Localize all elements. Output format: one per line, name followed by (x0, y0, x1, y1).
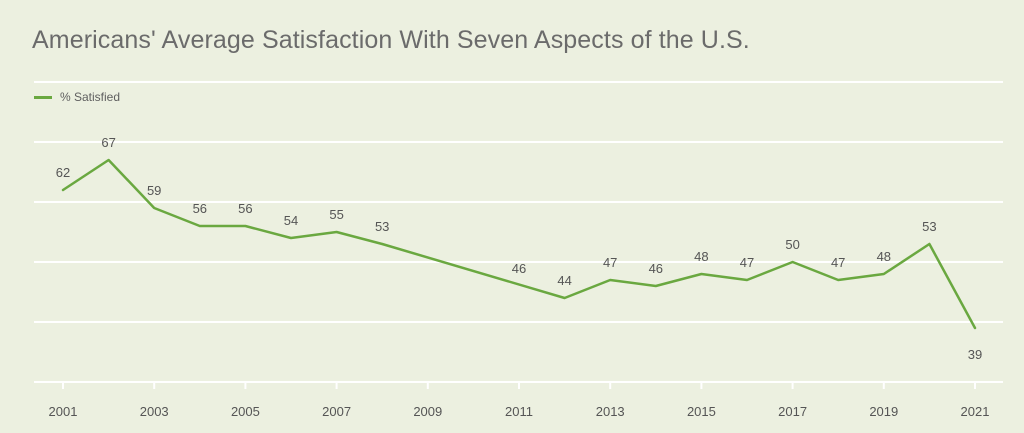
data-label: 56 (193, 201, 207, 216)
data-label: 50 (785, 237, 799, 252)
data-label: 59 (147, 183, 161, 198)
data-label: 67 (101, 135, 115, 150)
x-tick-label: 2009 (413, 404, 442, 419)
data-label: 53 (375, 219, 389, 234)
data-label: 39 (968, 347, 982, 362)
x-tick-label: 2001 (49, 404, 78, 419)
data-label: 56 (238, 201, 252, 216)
x-tick-label: 2017 (778, 404, 807, 419)
data-label: 46 (649, 261, 663, 276)
data-label: 47 (831, 255, 845, 270)
legend-swatch (34, 95, 52, 99)
x-tick-label: 2005 (231, 404, 260, 419)
x-tick-label: 2007 (322, 404, 351, 419)
data-label: 47 (740, 255, 754, 270)
series-line-satisfied (61, 158, 977, 330)
x-tick-label: 2015 (687, 404, 716, 419)
chart-legend: % Satisfied (34, 90, 120, 104)
x-tick-label: 2011 (505, 404, 533, 419)
data-label: 44 (557, 273, 571, 288)
data-label: 54 (284, 213, 298, 228)
data-label: 47 (603, 255, 617, 270)
x-tick-label: 2019 (869, 404, 898, 419)
legend-label: % Satisfied (60, 90, 121, 104)
data-label: 48 (877, 249, 891, 264)
data-label: 48 (694, 249, 708, 264)
data-label: 62 (56, 165, 70, 180)
x-tick-label: 2013 (596, 404, 625, 419)
chart-title: Americans' Average Satisfaction With Sev… (32, 26, 750, 54)
x-tick-label: 2003 (140, 404, 169, 419)
data-label: 46 (512, 261, 526, 276)
data-label: 53 (922, 219, 936, 234)
x-tick-label: 2021 (961, 404, 990, 419)
data-label: 55 (329, 207, 343, 222)
